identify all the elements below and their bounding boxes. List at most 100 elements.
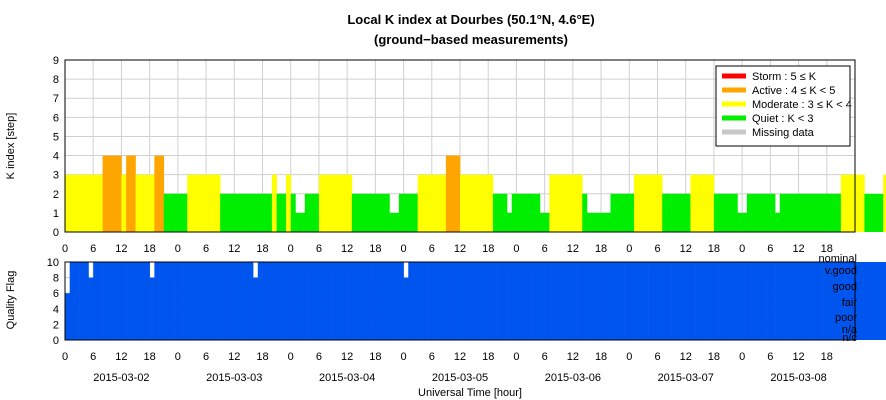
bar — [220, 193, 226, 232]
bar — [558, 174, 564, 232]
x-tick-label: 18 — [821, 243, 833, 255]
bar — [840, 174, 846, 232]
bar — [394, 262, 400, 340]
bar — [243, 262, 249, 340]
bar — [441, 262, 447, 340]
x-tick-label: 0 — [62, 351, 68, 363]
k-index-y-axis-label: K index [step] — [5, 113, 17, 180]
x-tick-label: 6 — [90, 351, 96, 363]
bar — [149, 277, 155, 340]
bar — [582, 193, 588, 232]
bar — [685, 193, 691, 232]
x-tick-label: 18 — [144, 351, 156, 363]
x-tick-label: 0 — [739, 351, 745, 363]
bar — [690, 174, 696, 232]
bar — [492, 262, 498, 340]
bar — [102, 155, 108, 232]
x-tick-label: 6 — [316, 351, 322, 363]
chart-subtitle: (ground−based measurements) — [374, 32, 568, 47]
x-tick-label: 18 — [144, 243, 156, 255]
legend-entry-label: Storm : 5 ≤ K — [752, 71, 817, 83]
bar — [97, 262, 103, 340]
bar — [262, 193, 268, 232]
bar — [629, 262, 635, 340]
bar — [723, 193, 729, 232]
bar — [563, 262, 569, 340]
bar — [535, 262, 541, 340]
bar — [713, 193, 719, 232]
bar — [144, 262, 150, 340]
x-tick-label: 18 — [708, 243, 720, 255]
legend-entry-label: Active : 4 ≤ K < 5 — [752, 85, 835, 97]
y-tick-label: 8 — [53, 74, 59, 86]
bar — [563, 174, 569, 232]
bar — [206, 174, 212, 232]
bar — [140, 174, 146, 232]
quality-flag-y-axis-label: Quality Flag — [5, 271, 17, 330]
bar — [403, 193, 409, 232]
bar — [671, 262, 677, 340]
bar — [154, 155, 160, 232]
y-tick-label: 0 — [53, 227, 59, 239]
bar — [544, 262, 550, 340]
bar — [845, 262, 851, 340]
bar — [577, 174, 583, 232]
bar — [196, 262, 202, 340]
bar — [779, 193, 785, 232]
bar — [210, 174, 216, 232]
bar — [704, 174, 710, 232]
bar — [516, 262, 522, 340]
legend-entry-label: Quiet : K < 3 — [752, 113, 813, 125]
bar — [511, 262, 517, 340]
bar — [342, 174, 348, 232]
bar — [79, 174, 85, 232]
bar — [699, 174, 705, 232]
quality-flag-label: poor — [835, 312, 857, 324]
bar — [229, 193, 235, 232]
bar — [850, 174, 856, 232]
bar — [427, 262, 433, 340]
bar — [253, 277, 259, 340]
bar — [502, 262, 508, 340]
bar — [855, 174, 861, 232]
x-tick-label: 0 — [401, 351, 407, 363]
date-label: 2015-03-06 — [545, 372, 601, 384]
bar — [883, 174, 886, 232]
bar — [784, 262, 790, 340]
bar — [210, 262, 216, 340]
bar — [384, 193, 390, 232]
x-tick-label: 6 — [90, 243, 96, 255]
bar — [864, 262, 870, 340]
x-tick-label: 6 — [429, 351, 435, 363]
x-tick-label: 0 — [513, 351, 519, 363]
bar — [784, 193, 790, 232]
bar — [822, 193, 828, 232]
bar — [666, 262, 672, 340]
bar — [427, 174, 433, 232]
bar — [83, 262, 89, 340]
legend-entry-label: Missing data — [752, 127, 815, 139]
bar — [544, 212, 550, 232]
x-tick-label: 12 — [341, 351, 353, 363]
bar — [619, 193, 625, 232]
bar — [624, 193, 630, 232]
bar — [760, 193, 766, 232]
bar — [878, 193, 884, 232]
bar — [422, 262, 428, 340]
bar — [144, 174, 150, 232]
bar — [361, 262, 367, 340]
plot-frame — [64, 261, 856, 341]
bar — [732, 262, 738, 340]
bar — [154, 262, 160, 340]
bar — [394, 212, 400, 232]
bar — [756, 262, 762, 340]
bar — [803, 262, 809, 340]
x-tick-label: 18 — [821, 351, 833, 363]
bar — [525, 262, 531, 340]
bar — [474, 174, 480, 232]
bar — [699, 262, 705, 340]
bar — [591, 212, 597, 232]
x-tick-label: 12 — [115, 351, 127, 363]
bar — [629, 193, 635, 232]
